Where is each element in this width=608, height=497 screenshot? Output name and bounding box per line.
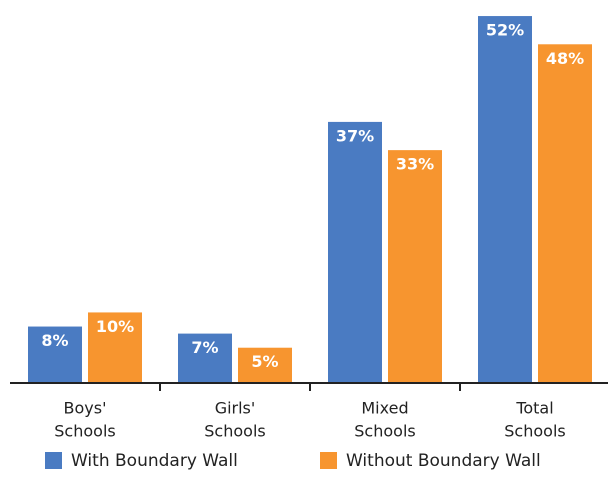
- bar: [478, 16, 532, 383]
- value-label: 48%: [546, 49, 584, 68]
- x-tick-label: Schools: [54, 422, 115, 441]
- bar: [328, 121, 382, 383]
- legend-label: Without Boundary Wall: [346, 451, 541, 471]
- x-tick-label: Boys': [64, 399, 107, 418]
- bar: [238, 347, 292, 383]
- x-tick-label: Girls': [215, 399, 256, 418]
- legend-label: With Boundary Wall: [71, 451, 238, 471]
- legend-swatch: [45, 452, 62, 469]
- bar: [178, 333, 232, 383]
- value-label: 37%: [336, 126, 374, 145]
- bar: [538, 44, 592, 383]
- value-label: 33%: [396, 155, 434, 174]
- x-tick-label: Total: [515, 399, 553, 418]
- x-tick-label: Schools: [354, 422, 415, 441]
- bar: [388, 150, 442, 383]
- value-label: 10%: [96, 317, 134, 336]
- bar: [28, 326, 82, 383]
- x-tick-label: Schools: [204, 422, 265, 441]
- x-tick-label: Mixed: [361, 399, 408, 418]
- value-label: 52%: [486, 21, 524, 40]
- legend-swatch: [320, 452, 337, 469]
- value-label: 7%: [191, 338, 218, 357]
- value-label: 8%: [41, 331, 68, 350]
- x-tick-label: Schools: [504, 422, 565, 441]
- bar: [88, 312, 142, 383]
- value-label: 5%: [251, 352, 278, 371]
